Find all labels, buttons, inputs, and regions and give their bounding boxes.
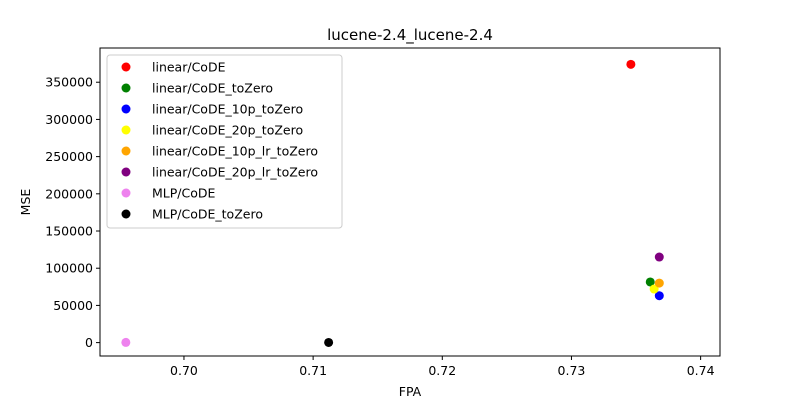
legend-marker — [121, 125, 131, 135]
y-tick-label: 250000 — [45, 149, 93, 164]
x-tick-label: 0.70 — [170, 363, 198, 378]
legend-label: linear/CoDE_10p_lr_toZero — [152, 144, 318, 159]
data-point — [645, 277, 655, 287]
data-points — [121, 59, 664, 347]
legend-marker — [121, 188, 131, 198]
y-tick-label: 0 — [85, 335, 93, 350]
data-point — [654, 291, 664, 301]
legend-marker — [121, 104, 131, 114]
legend-marker — [121, 209, 131, 219]
x-tick-label: 0.71 — [299, 363, 327, 378]
legend-label: linear/CoDE_toZero — [152, 81, 273, 96]
legend-marker — [121, 83, 131, 93]
plot-frame — [99, 47, 721, 357]
x-tick-label: 0.74 — [687, 363, 715, 378]
legend-label: MLP/CoDE_toZero — [152, 207, 263, 222]
data-point — [121, 337, 131, 347]
legend-label: linear/CoDE_20p_lr_toZero — [152, 165, 318, 180]
data-point — [324, 337, 334, 347]
y-axis-ticks: 0 50000 100000 150000 200000 250000 300000 3500… — [45, 75, 100, 350]
data-point — [654, 252, 664, 262]
y-tick-label: 300000 — [45, 112, 93, 127]
y-tick-label: 100000 — [45, 261, 93, 276]
legend-items: linear/CoDE linear/CoDE_toZero linear/CoDE… — [121, 60, 318, 222]
chart-title: lucene-2.4_lucene-2.4 — [327, 26, 493, 45]
y-tick-label: 50000 — [53, 298, 93, 313]
legend-marker — [121, 146, 131, 156]
legend-label: MLP/CoDE — [152, 186, 215, 201]
data-point — [654, 278, 664, 288]
y-axis-label: MSE — [18, 189, 33, 216]
legend-label: linear/CoDE_10p_toZero — [152, 102, 303, 117]
data-point — [649, 284, 659, 294]
legend-frame — [106, 54, 343, 229]
y-tick-label: 350000 — [45, 75, 93, 90]
legend-label: linear/CoDE — [152, 60, 226, 75]
x-tick-label: 0.73 — [558, 363, 586, 378]
legend-label: linear/CoDE_20p_toZero — [152, 123, 303, 138]
x-axis-label: FPA — [399, 384, 422, 399]
legend-marker — [121, 167, 131, 177]
x-tick-label: 0.72 — [428, 363, 456, 378]
y-tick-label: 150000 — [45, 224, 93, 239]
y-tick-label: 200000 — [45, 186, 93, 201]
x-axis-ticks: 0.70 0.71 0.72 0.73 0.74 — [170, 356, 715, 378]
legend-marker — [121, 62, 131, 72]
data-point — [626, 59, 636, 69]
legend: linear/CoDE linear/CoDE_toZero linear/CoDE… — [106, 54, 343, 229]
